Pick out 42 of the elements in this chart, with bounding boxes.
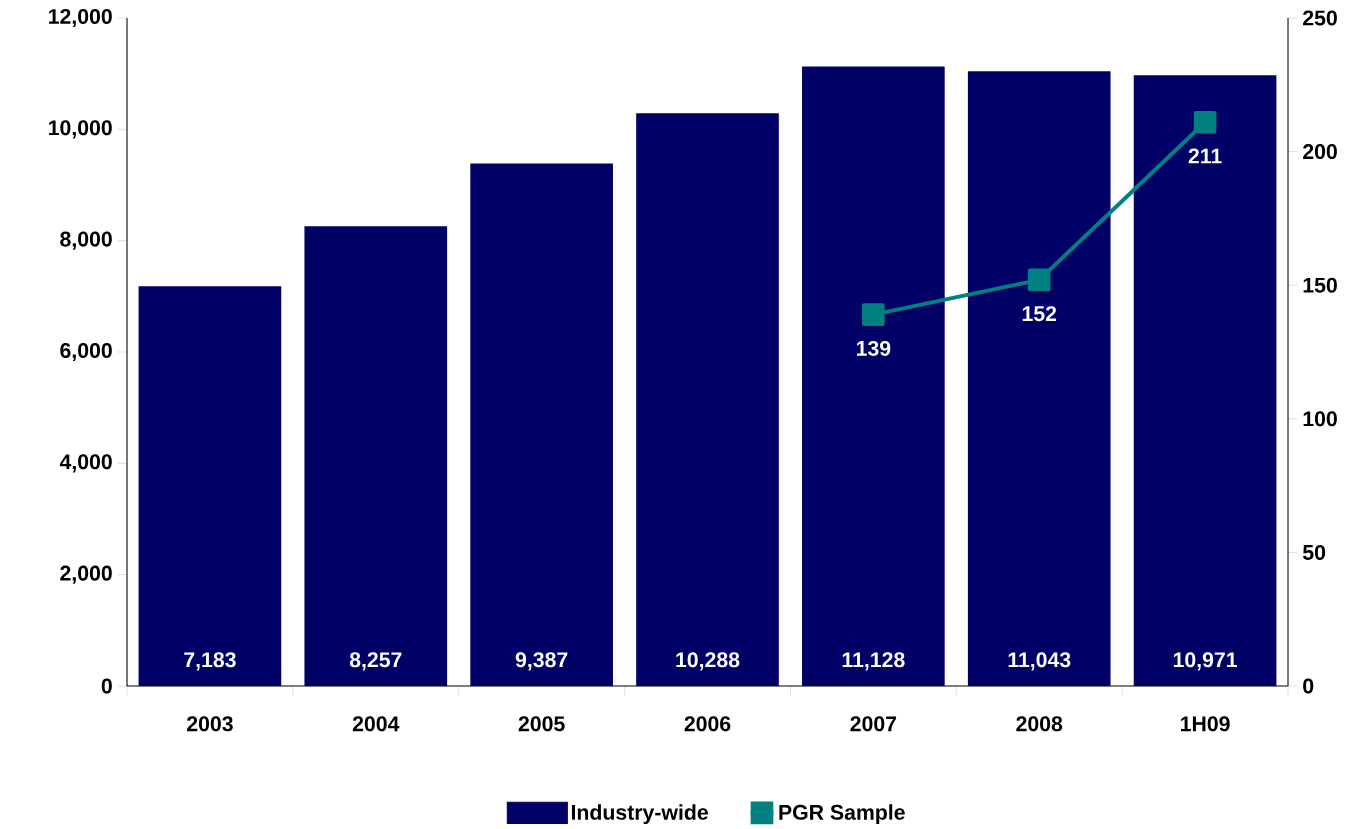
data-label: 152 [1022, 306, 1057, 322]
bar [470, 163, 613, 686]
legend-label: PGR Sample [779, 804, 905, 825]
y-tick-label: 4,000 [59, 454, 112, 473]
point [862, 303, 885, 326]
bar [967, 71, 1111, 686]
data-label: 211 [1188, 148, 1222, 164]
y2-tick-label: 50 [1302, 544, 1326, 560]
bar [636, 113, 779, 686]
data-label: 11,128 [842, 652, 905, 671]
point [1193, 110, 1217, 134]
x-tick-label: 2006 [684, 716, 731, 732]
bar [138, 286, 282, 686]
data-label: 8,257 [349, 652, 402, 671]
data-label: 11,043 [1008, 652, 1071, 671]
x-tick-label: 2008 [1016, 716, 1063, 732]
y-tick-label: 8,000 [60, 231, 112, 250]
y-tick-label: 6,000 [60, 342, 112, 362]
y-tick-label: 2,000 [60, 565, 112, 584]
y2-tick-label: 150 [1303, 277, 1337, 293]
x-tick-label: 2005 [518, 716, 565, 732]
data-label: 139 [856, 340, 891, 356]
x-tick-label: 1H09 [1181, 716, 1230, 732]
y-tick-label: 10,000 [49, 120, 112, 139]
x-tick-label: 2004 [352, 716, 400, 732]
data-label: 10,288 [676, 652, 740, 671]
data-label: 10,971 [1173, 652, 1237, 671]
y2-tick-label: 0 [1303, 678, 1314, 694]
x-tick-label: 2003 [187, 716, 233, 732]
bar [304, 226, 448, 686]
y2-tick-label: 100 [1303, 411, 1337, 427]
point [1027, 268, 1051, 292]
data-label: 9,387 [515, 652, 568, 671]
bar [802, 66, 945, 686]
y2-tick-label: 250 [1303, 10, 1337, 26]
bar [1133, 75, 1277, 686]
y-tick-label: 12,000 [49, 8, 112, 28]
legend-label: Industry-wide [571, 804, 708, 825]
x-tick-label: 2007 [850, 716, 897, 732]
data-label: 7,183 [184, 652, 236, 671]
y2-tick-label: 200 [1303, 144, 1337, 160]
y-tick-label: 0 [101, 678, 112, 694]
